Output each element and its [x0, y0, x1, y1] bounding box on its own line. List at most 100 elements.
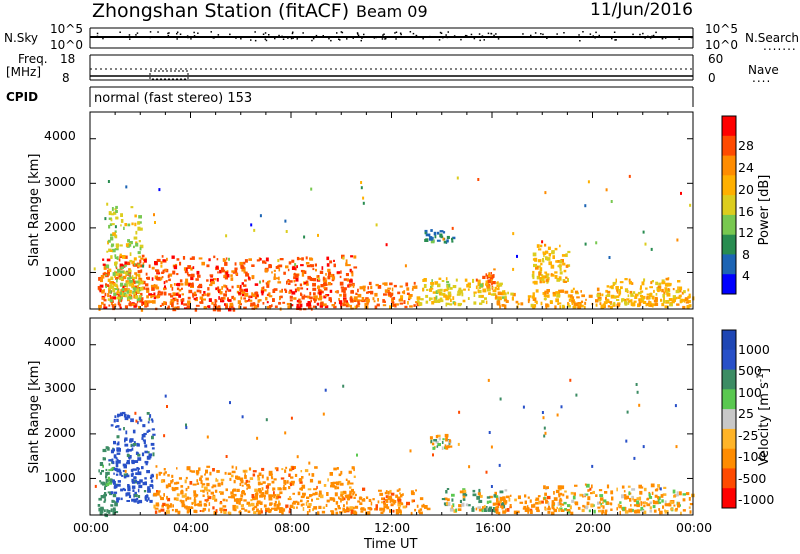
data-cell	[313, 278, 317, 282]
data-cell	[122, 285, 125, 290]
data-cell	[352, 283, 355, 288]
data-cell	[206, 264, 210, 268]
data-cell	[165, 292, 167, 296]
velocity-colorbar	[721, 329, 737, 509]
data-cell	[142, 424, 146, 428]
data-cell	[199, 510, 202, 512]
data-cell	[383, 509, 385, 513]
noise-point	[490, 33, 493, 35]
data-cell	[672, 295, 676, 299]
data-cell	[332, 498, 336, 502]
data-cell	[228, 511, 232, 515]
data-cell	[305, 501, 308, 506]
noise-search-legend: .......	[763, 39, 797, 53]
data-cell	[131, 472, 134, 476]
data-cell	[511, 297, 514, 301]
data-cell	[367, 286, 370, 290]
data-cell	[104, 492, 107, 496]
data-cell	[300, 499, 303, 503]
data-cell	[330, 510, 333, 513]
data-cell	[254, 492, 259, 497]
data-cell	[560, 405, 563, 409]
data-cell	[485, 273, 488, 277]
data-cell	[585, 505, 588, 510]
data-cell	[106, 284, 110, 287]
data-cell	[386, 506, 390, 510]
data-cell	[599, 494, 604, 498]
data-cell	[116, 278, 118, 283]
noise-point	[429, 35, 431, 38]
data-cell	[124, 488, 126, 492]
data-cell	[241, 268, 246, 272]
data-cell	[294, 283, 297, 287]
data-cell	[313, 506, 318, 510]
data-cell	[409, 305, 413, 308]
noise-point	[296, 38, 298, 40]
data-cell	[551, 250, 555, 253]
data-cell	[221, 481, 224, 486]
data-cell	[138, 305, 140, 309]
data-cell	[361, 297, 365, 301]
data-cell	[665, 503, 669, 507]
data-cell	[252, 303, 256, 306]
data-cell	[639, 295, 644, 298]
data-cell	[360, 510, 364, 513]
data-cell	[574, 484, 578, 487]
velocity-ytick-2000: 2000	[44, 425, 76, 440]
noise-point	[265, 39, 268, 42]
data-cell	[163, 301, 166, 306]
data-cell	[147, 421, 150, 424]
data-cell	[175, 306, 178, 309]
data-cell	[446, 239, 449, 243]
data-cell	[218, 289, 220, 294]
data-cell	[297, 287, 300, 292]
noise-point	[651, 35, 653, 37]
data-cell	[123, 465, 127, 469]
data-cell	[223, 284, 226, 288]
data-cell	[569, 505, 572, 510]
data-cell	[146, 295, 149, 299]
data-cell	[119, 277, 121, 280]
data-cell	[100, 506, 104, 511]
data-cell	[138, 274, 141, 278]
data-cell	[540, 500, 544, 504]
data-cell	[490, 293, 494, 296]
data-cell	[205, 489, 210, 492]
data-cell	[658, 508, 661, 511]
data-cell	[547, 511, 551, 514]
data-cell	[636, 503, 640, 508]
data-cell	[343, 504, 345, 507]
noise-point	[382, 34, 384, 36]
data-cell	[668, 502, 672, 507]
data-cell	[527, 510, 530, 514]
data-cell	[423, 278, 427, 282]
data-cell	[116, 483, 121, 487]
data-cell	[584, 242, 587, 246]
data-cell	[116, 290, 120, 293]
data-cell	[212, 496, 216, 500]
data-cell	[333, 263, 336, 268]
noise-point	[281, 35, 283, 38]
data-cell	[115, 272, 119, 276]
data-cell	[102, 481, 105, 486]
data-cell	[546, 257, 551, 261]
noise-point	[240, 38, 242, 40]
noise-point	[664, 37, 667, 39]
data-cell	[436, 445, 439, 448]
data-cell	[137, 264, 141, 268]
data-cell	[284, 289, 288, 293]
data-cell	[128, 283, 133, 287]
data-cell	[262, 286, 265, 289]
noise-point	[407, 36, 409, 38]
data-cell	[456, 293, 461, 296]
data-cell	[217, 305, 221, 309]
data-cell	[501, 502, 505, 506]
data-cell	[360, 181, 363, 184]
data-cell	[272, 487, 274, 491]
data-cell	[651, 303, 656, 306]
data-cell	[392, 303, 396, 307]
data-cell	[544, 290, 547, 295]
noise-point	[644, 37, 646, 39]
data-cell	[324, 279, 327, 284]
data-cell	[484, 297, 487, 300]
